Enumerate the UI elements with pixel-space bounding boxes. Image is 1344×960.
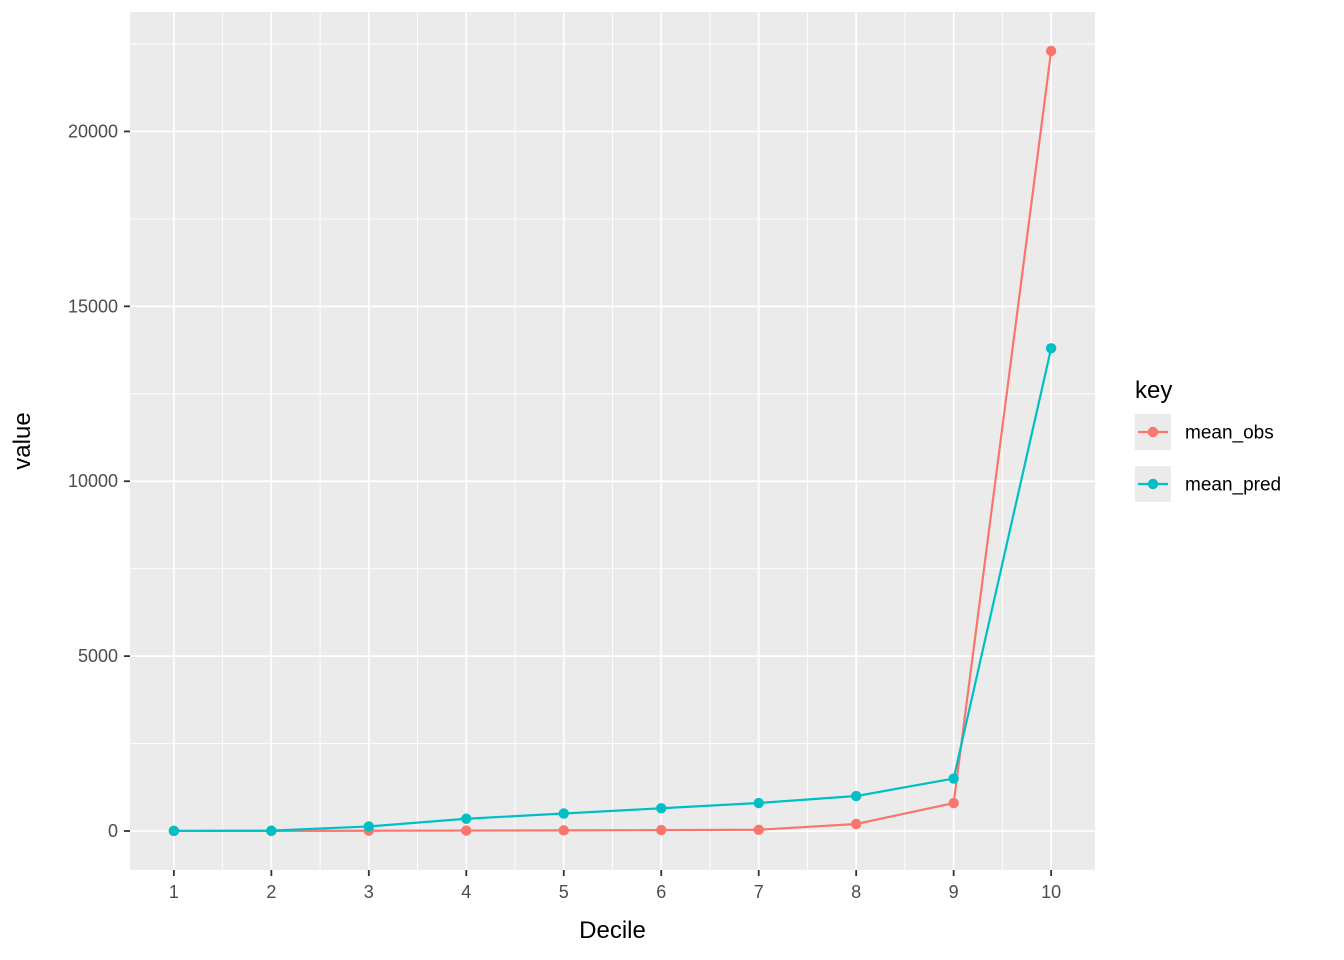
series-mean_pred-point [850, 790, 862, 802]
x-tick-label: 1 [169, 882, 179, 902]
legend-title: key [1135, 377, 1172, 404]
y-tick-label: 5000 [78, 646, 118, 666]
axis-ticks [124, 130, 1053, 876]
y-axis-title: value [9, 412, 36, 469]
series-mean_pred-point [363, 821, 375, 832]
y-tick-label: 0 [108, 821, 118, 841]
major-gridlines [130, 12, 1095, 870]
series-mean_pred [168, 343, 1057, 837]
series-mean_pred-point [266, 825, 277, 836]
legend-item: mean_pred [1135, 466, 1281, 502]
x-tick-label: 4 [461, 882, 471, 902]
x-tick-label: 5 [559, 882, 569, 902]
x-tick-label: 2 [266, 882, 276, 902]
series-mean_pred-line [172, 347, 1053, 832]
x-tick-label: 7 [754, 882, 764, 902]
x-tick-label: 8 [851, 882, 861, 902]
series-mean_pred-point [558, 808, 569, 819]
series-mean_obs-point [850, 818, 862, 830]
legend: key mean_obs mean_pred [1135, 377, 1281, 502]
x-tick-label: 6 [656, 882, 666, 902]
x-tick-label: 9 [949, 882, 959, 902]
series-mean_obs-point [656, 824, 667, 836]
legend-label: mean_pred [1185, 475, 1281, 496]
legend-label: mean_obs [1185, 423, 1274, 444]
series-mean_obs-point [948, 797, 959, 809]
series-mean_pred-point [948, 773, 959, 784]
legend-item: mean_obs [1135, 414, 1274, 450]
series-mean_pred-point [461, 813, 472, 824]
series-mean_obs-point [753, 824, 764, 835]
x-tick-label: 10 [1041, 882, 1061, 902]
series-mean_pred-point [656, 803, 667, 814]
axis-tick-labels: 1 2 3 4 5 6 7 8 9 10 0 5000 10000 15000 20000 [68, 121, 1061, 902]
y-tick-label: 10000 [68, 471, 118, 491]
x-tick-label: 3 [364, 882, 374, 902]
series-mean_obs-point [461, 825, 472, 836]
series-mean_obs-line [172, 49, 1053, 833]
y-tick-label: 15000 [68, 296, 118, 316]
series-mean_obs-point [558, 825, 569, 836]
y-tick-label: 20000 [68, 121, 118, 141]
minor-gridlines [130, 12, 1095, 870]
series-mean_pred-point [1045, 343, 1057, 354]
series-mean_pred-point [753, 797, 764, 809]
series-mean_obs-point [1045, 45, 1057, 57]
series-mean_pred-point [168, 825, 180, 837]
legend-key-point [1147, 478, 1159, 490]
x-axis-title: Decile [579, 917, 646, 944]
legend-key-point [1147, 426, 1159, 438]
